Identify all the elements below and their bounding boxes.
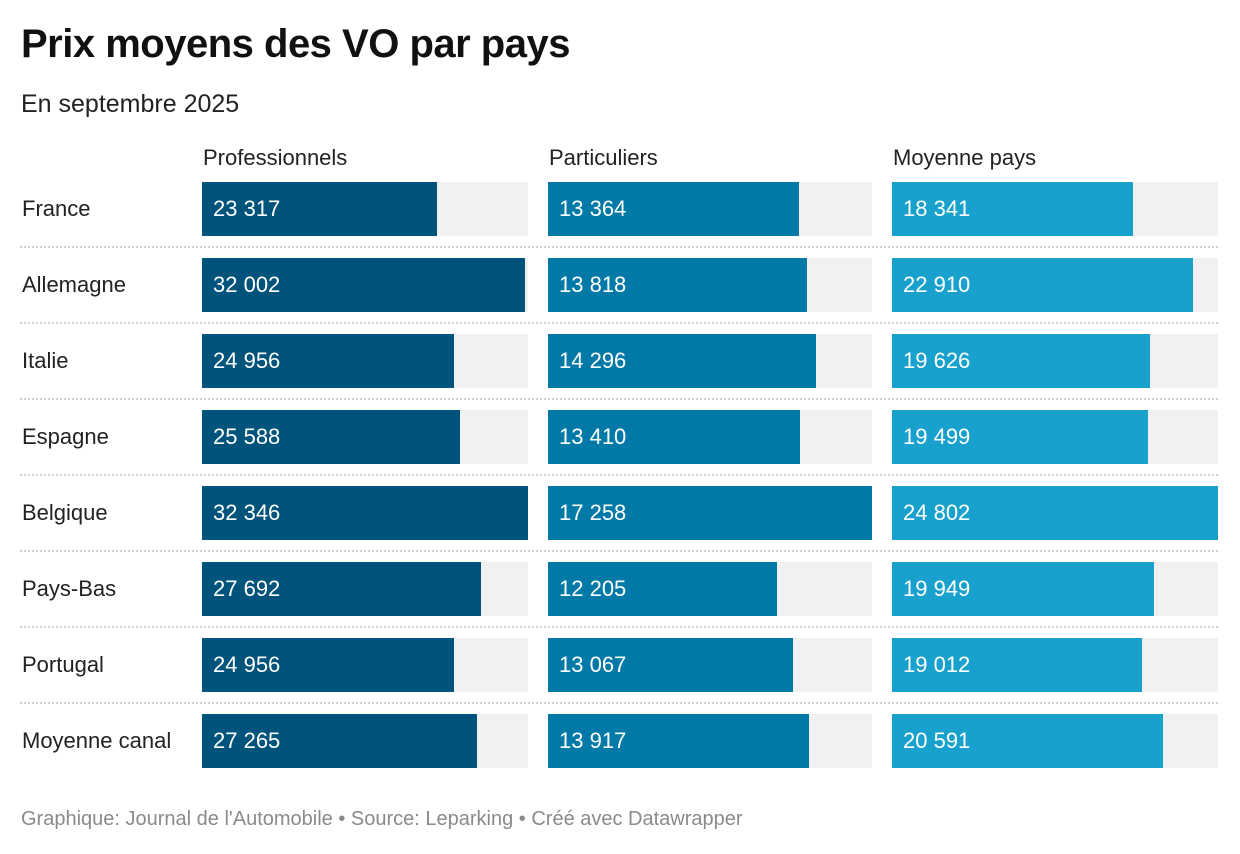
bar-track: 13 818: [548, 258, 872, 312]
bar-track: 27 265: [202, 714, 528, 768]
bar-value-label: 24 956: [213, 348, 281, 373]
bar: [202, 258, 525, 312]
bar: [892, 182, 1133, 236]
row-label: Allemagne: [22, 272, 126, 297]
bar: [202, 638, 454, 692]
bar-track: 13 410: [548, 410, 872, 464]
row-separator: [20, 398, 1218, 400]
bar-value-label: 14 296: [559, 348, 627, 373]
row-label: Pays-Bas: [22, 576, 117, 601]
bar-value-label: 19 012: [903, 652, 971, 677]
bar-track: 24 802: [892, 486, 1218, 540]
bar-track: 14 296: [548, 334, 872, 388]
bar: [548, 410, 800, 464]
bar-value-label: 32 346: [213, 500, 281, 525]
row-label: Espagne: [22, 424, 109, 449]
bar: [202, 410, 460, 464]
bar-value-label: 24 956: [213, 652, 281, 677]
bar-track: 13 364: [548, 182, 872, 236]
bar-track: 13 067: [548, 638, 872, 692]
bar: [548, 638, 793, 692]
bar-value-label: 20 591: [903, 728, 971, 753]
bar-track: 19 626: [892, 334, 1218, 388]
bar-track: 24 956: [202, 334, 528, 388]
row-separator: [20, 322, 1218, 324]
bar-track: 22 910: [892, 258, 1218, 312]
row-label: Portugal: [22, 652, 104, 677]
row-separator: [20, 626, 1218, 628]
bar: [548, 258, 807, 312]
bar-track: 17 258: [548, 486, 872, 540]
row-separator: [20, 702, 1218, 704]
row-separator: [20, 474, 1218, 476]
bar-value-label: 19 626: [903, 348, 971, 373]
bar-track: 19 012: [892, 638, 1218, 692]
column-header-2: Moyenne pays: [893, 145, 1037, 170]
bar-value-label: 13 364: [559, 196, 627, 221]
bar-value-label: 17 258: [559, 500, 627, 525]
bar-value-label: 13 067: [559, 652, 627, 677]
bar-value-label: 18 341: [903, 196, 971, 221]
bar: [202, 714, 477, 768]
bar: [548, 714, 809, 768]
row-label: Italie: [22, 348, 69, 373]
bar: [202, 182, 437, 236]
bar-value-label: 22 910: [903, 272, 971, 297]
bar-value-label: 25 588: [213, 424, 281, 449]
bar-value-label: 13 410: [559, 424, 627, 449]
bar: [202, 562, 481, 616]
bar: [548, 486, 872, 540]
bar: [548, 334, 816, 388]
bar-value-label: 13 818: [559, 272, 627, 297]
bar-track: 27 692: [202, 562, 528, 616]
column-header-1: Particuliers: [549, 145, 658, 170]
bar-value-label: 19 499: [903, 424, 971, 449]
bar-value-label: 19 949: [903, 576, 971, 601]
bar-value-label: 27 692: [213, 576, 281, 601]
row-separator: [20, 246, 1218, 248]
bar-value-label: 32 002: [213, 272, 281, 297]
bar-track: 13 917: [548, 714, 872, 768]
bar: [202, 334, 454, 388]
bar: [892, 486, 1218, 540]
bar-value-label: 23 317: [213, 196, 281, 221]
bar-track: 19 949: [892, 562, 1218, 616]
bar-track: 23 317: [202, 182, 528, 236]
bar-track: 32 346: [202, 486, 528, 540]
bar-value-label: 13 917: [559, 728, 627, 753]
bar-track: 19 499: [892, 410, 1218, 464]
row-separator: [20, 550, 1218, 552]
bar: [548, 562, 777, 616]
bar: [892, 714, 1163, 768]
bar-value-label: 12 205: [559, 576, 627, 601]
bar: [892, 562, 1154, 616]
chart-title: Prix moyens des VO par pays: [21, 22, 570, 66]
bar: [548, 182, 799, 236]
row-label: Moyenne canal: [22, 728, 172, 753]
bar-track: 18 341: [892, 182, 1218, 236]
chart-footer: Graphique: Journal de l'Automobile • Sou…: [21, 808, 743, 830]
bar-value-label: 27 265: [213, 728, 281, 753]
bar: [892, 638, 1142, 692]
row-label: France: [22, 196, 91, 221]
bar: [892, 334, 1150, 388]
bar: [892, 410, 1148, 464]
bar-value-label: 24 802: [903, 500, 971, 525]
chart-subtitle: En septembre 2025: [21, 90, 240, 118]
row-label: Belgique: [22, 500, 108, 525]
bar-track: 12 205: [548, 562, 872, 616]
bar: [892, 258, 1193, 312]
bar-track: 32 002: [202, 258, 528, 312]
column-header-0: Professionnels: [203, 145, 348, 170]
bar: [202, 486, 528, 540]
bar-track: 25 588: [202, 410, 528, 464]
bar-track: 24 956: [202, 638, 528, 692]
bar-track: 20 591: [892, 714, 1218, 768]
